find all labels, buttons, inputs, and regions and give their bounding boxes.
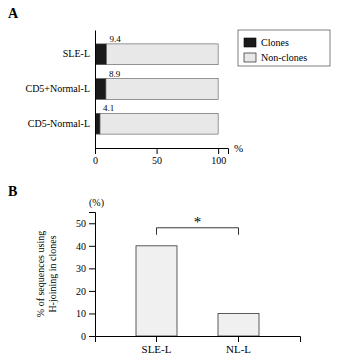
- bar: [100, 113, 218, 134]
- bar: [106, 79, 218, 100]
- y-tick: 50: [76, 218, 95, 229]
- y-tick-mark: [89, 268, 95, 269]
- y-axis: SLE-L CD5+Normal-L CD5-Normal-L: [25, 31, 95, 149]
- y-tick-label: 30: [76, 263, 86, 274]
- y-tick: SLE-L: [63, 48, 95, 59]
- y-tick: 30: [76, 263, 95, 274]
- x-tick-label: 100: [211, 155, 226, 166]
- y-tick: CD5-Normal-L: [28, 118, 95, 129]
- chart: A9.48.94.1050100SLE-LCD5+Normal-LCD5-Nor…: [0, 0, 338, 362]
- bar: [107, 44, 219, 65]
- y-axis: 0 10 20 30 40 50: [76, 213, 96, 342]
- x-tick-label: 50: [152, 155, 162, 166]
- y-tick-mark: [89, 291, 95, 292]
- y-tick: 0: [81, 331, 95, 342]
- y-tick-label: 50: [76, 218, 86, 229]
- y-tick: 20: [76, 286, 95, 297]
- annotation: *: [194, 214, 202, 230]
- y-tick-label: 10: [76, 308, 86, 319]
- y-tick: 40: [76, 241, 95, 252]
- x-axis: SLE-L NL-L: [96, 336, 301, 355]
- data-label: 8.9: [109, 69, 121, 79]
- y-tick-mark: [89, 246, 95, 247]
- x-tick-label: NL-L: [226, 343, 251, 355]
- x-tick: 100: [211, 148, 226, 166]
- axis-title: % of sequences usingH-joining in clones: [35, 231, 58, 317]
- y-tick-label: CD5+Normal-L: [25, 83, 90, 94]
- y-tick-label: 40: [76, 241, 86, 252]
- axis-title: %: [234, 142, 243, 154]
- data-label: 4.1: [103, 103, 114, 113]
- x-tick: 50: [152, 148, 162, 166]
- y-axis-line: [95, 31, 96, 149]
- legend-frame: [238, 30, 330, 66]
- x-tick-mark: [156, 336, 157, 342]
- plot-area: [136, 246, 259, 336]
- bar: [136, 246, 177, 336]
- bar: [218, 313, 259, 336]
- x-axis-line: [96, 337, 301, 343]
- x-tick-mark: [238, 336, 239, 342]
- y-tick-label: 0: [81, 331, 86, 342]
- x-tick: NL-L: [226, 336, 251, 355]
- bar: [95, 44, 107, 65]
- data-label: 9.4: [110, 34, 122, 44]
- x-tick-mark: [95, 148, 96, 154]
- panel-title: B: [8, 184, 17, 199]
- legend-label: Clones: [261, 37, 289, 48]
- x-tick-label: SLE-L: [142, 343, 172, 355]
- y-tick-mark: [89, 336, 95, 337]
- x-axis: 0 50 100: [93, 148, 229, 166]
- plot-area: [95, 44, 218, 134]
- annotation: (%): [89, 197, 104, 209]
- legend-label: Non-clones: [261, 52, 307, 63]
- y-axis-line: [89, 213, 96, 337]
- x-tick: SLE-L: [142, 336, 172, 355]
- legend: Clones Non-clones: [238, 30, 330, 66]
- x-tick-mark: [218, 148, 219, 154]
- x-tick-mark: [157, 148, 158, 154]
- y-tick: CD5+Normal-L: [25, 83, 95, 94]
- x-axis-line: [96, 149, 229, 155]
- panel-title: A: [8, 6, 19, 21]
- y-tick-mark: [89, 313, 95, 314]
- y-tick-label: SLE-L: [63, 48, 90, 59]
- x-tick-label: 0: [93, 155, 98, 166]
- y-tick-label: CD5-Normal-L: [28, 118, 90, 129]
- y-tick: 10: [76, 308, 95, 319]
- y-tick-mark: [89, 223, 95, 224]
- x-tick: 0: [93, 148, 98, 166]
- bar: [95, 79, 106, 100]
- y-tick-label: 20: [76, 286, 86, 297]
- legend-swatch: [244, 53, 256, 62]
- legend-swatch: [244, 38, 256, 47]
